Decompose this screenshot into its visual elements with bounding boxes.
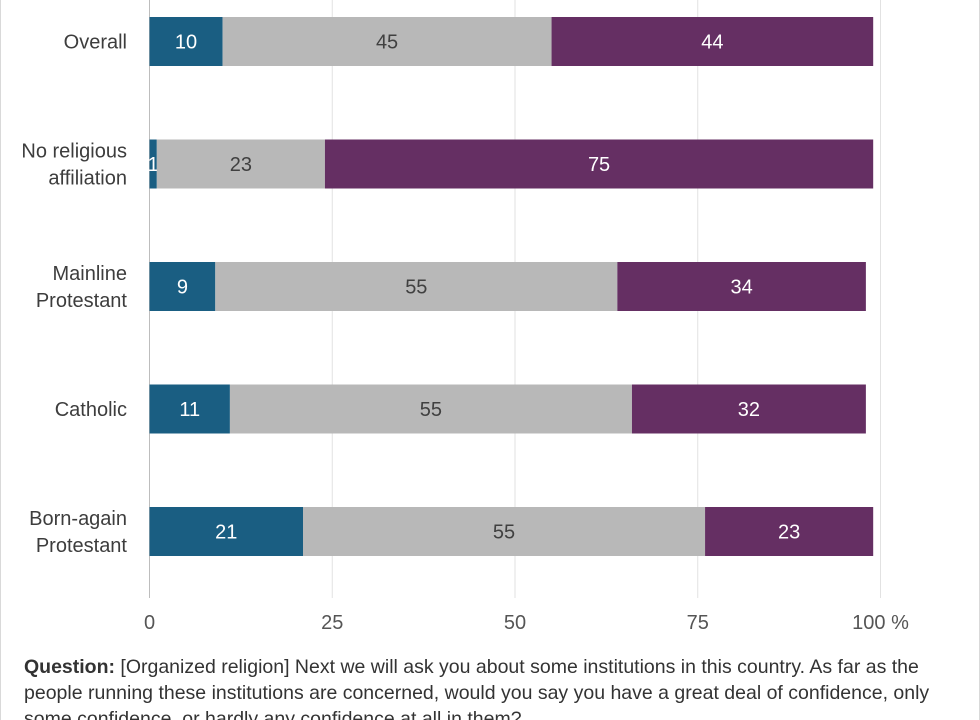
- category-label: Catholic: [55, 399, 127, 421]
- question-label: Question:: [24, 656, 115, 678]
- bar-segment: [149, 17, 223, 66]
- bar-value-label: 34: [730, 277, 752, 299]
- bar-value-label: 9: [177, 277, 188, 299]
- bar-value-label: 55: [420, 399, 442, 421]
- bar-segment: [215, 262, 618, 311]
- bar-value-label: 55: [493, 522, 515, 544]
- stacked-bar-chart: 10 45 44 1 23 75 9 55 34 11 55 32 21 55 23 0 25 50 75 100 …: [21, 0, 909, 635]
- bar-value-label: 23: [778, 522, 800, 544]
- bar-value-label: 21: [215, 522, 237, 544]
- category-label: Overall: [64, 32, 127, 54]
- x-tick-label: 75: [687, 612, 709, 634]
- category-label: Mainline Protestant: [36, 263, 128, 312]
- question-text: [Organized religion] Next we will ask yo…: [24, 656, 930, 720]
- bar-segment: [551, 17, 874, 66]
- bar-segment: [705, 507, 874, 556]
- bar-value-label: 10: [175, 32, 197, 54]
- left-border: [0, 0, 1, 720]
- bar-value-label: 45: [376, 32, 398, 54]
- bar-value-label: 11: [179, 399, 200, 421]
- bar-value-label: 55: [405, 277, 427, 299]
- bar-value-label: 44: [701, 32, 723, 54]
- x-tick-label: 25: [321, 612, 343, 634]
- bar-value-label: 1: [148, 154, 159, 176]
- bar-value-label: 75: [588, 154, 610, 176]
- bar-segment: [149, 384, 230, 434]
- bar-segment: [303, 507, 706, 556]
- bar-value-label: 23: [230, 154, 252, 176]
- axis-labels: 0 25 50 75 100 % Overall No religious affiliati…: [21, 32, 909, 635]
- bar-segment: [324, 139, 874, 189]
- bar-segment: [222, 17, 552, 66]
- bars: 10 45 44 1 23 75 9 55 34 11 55 32 21 55 23: [148, 17, 874, 556]
- bar-value-label: 32: [738, 399, 760, 421]
- bar-segment: [149, 262, 216, 311]
- category-label: No religious affiliation: [21, 141, 127, 190]
- x-tick-label: 0: [144, 612, 155, 634]
- category-label: Born-again Protestant: [29, 508, 127, 557]
- x-tick-label: 100 %: [852, 612, 909, 634]
- bar-segment: [229, 384, 632, 434]
- bar-segment: [617, 262, 866, 311]
- x-tick-label: 50: [504, 612, 526, 634]
- bar-segment: [156, 139, 325, 189]
- question-note: Question: [Organized religion] Next we w…: [24, 654, 964, 720]
- bar-segment: [149, 507, 304, 556]
- bar-segment: [631, 384, 866, 434]
- bar-segment: [149, 139, 157, 189]
